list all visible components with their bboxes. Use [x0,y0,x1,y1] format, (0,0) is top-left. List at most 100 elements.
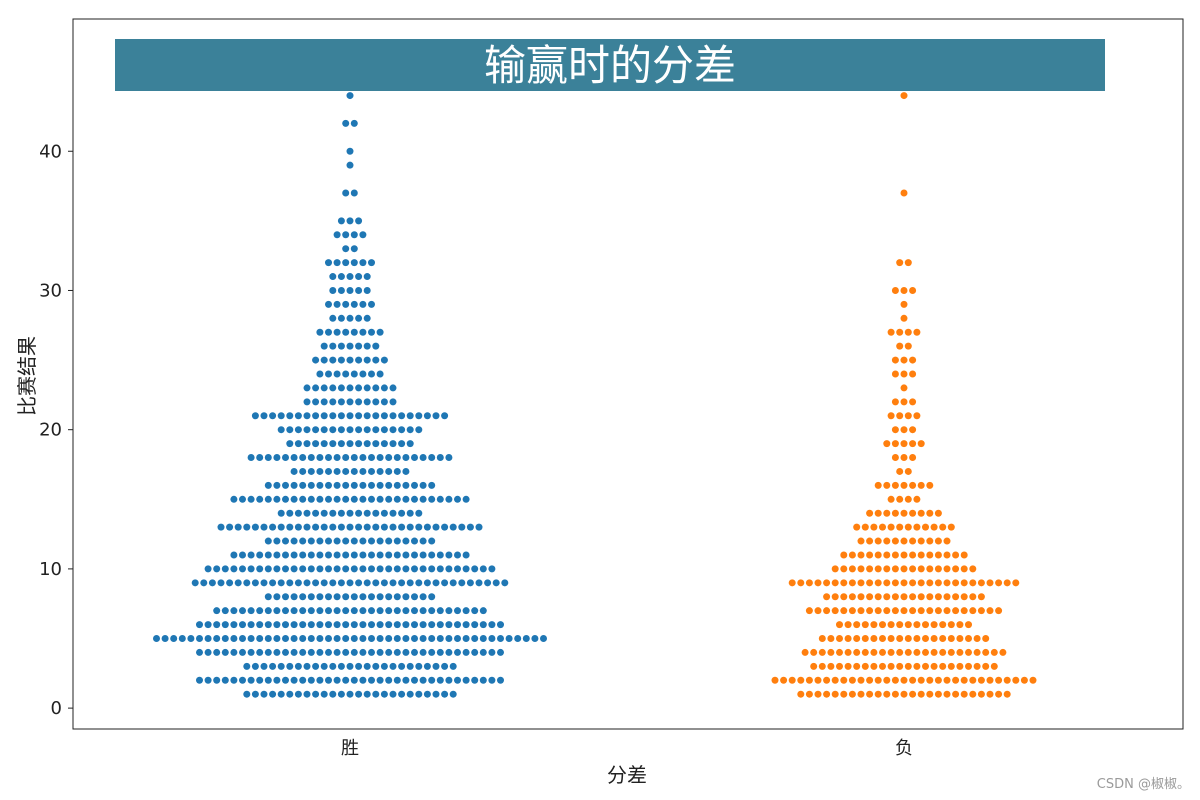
swarm-point [896,342,904,350]
swarm-point [307,621,315,629]
swarm-point [325,370,332,378]
swarm-point [389,690,397,698]
swarm-point [891,356,899,364]
swarm-point [896,662,904,670]
swarm-point [342,537,350,545]
swarm-point [312,384,320,392]
swarm-point [376,495,384,503]
swarm-point [312,579,320,587]
swarm-point [333,481,341,489]
chart-title: 输赢时的分差 [484,41,736,90]
swarm-point [230,495,238,503]
swarm-point [333,607,341,615]
swarm-point [342,607,350,615]
swarm-point [488,676,496,684]
swarm-point [887,495,895,503]
swarm-point [264,454,272,462]
swarm-point [471,607,479,615]
swarm-point [282,481,289,489]
swarm-point [226,523,234,531]
swarm-point [320,579,328,587]
swarm-point [325,537,332,545]
swarm-point [290,454,298,462]
swarm-point [376,370,384,378]
swarm-point [415,426,423,434]
swarm-point [303,690,311,698]
swarm-point [333,495,341,503]
swarm-point [909,440,917,448]
swarm-point [376,328,384,336]
swarm-point [368,635,375,643]
swarm-point [917,607,925,615]
swarm-point [380,690,388,698]
swarm-point [196,676,203,684]
swarm-point [239,676,246,684]
swarm-point [359,481,367,489]
swarm-point [445,648,453,656]
swarm-point [879,662,886,670]
swarm-point [965,662,972,670]
swarm-point [359,621,367,629]
swarm-point [887,635,895,643]
swarm-point [471,648,479,656]
swarm-point [788,579,796,587]
watermark: CSDN @椒椒。 [1096,777,1190,792]
swarm-point [350,676,358,684]
swarm-point [943,551,951,559]
swarm-point [269,579,277,587]
swarm-point [385,495,393,503]
swarm-point [432,523,440,531]
swarm-point [277,579,285,587]
swarm-point [385,481,393,489]
swarm-point [290,537,298,545]
swarm-point [376,551,384,559]
swarm-point [251,690,259,698]
swarm-point [350,495,358,503]
swarm-point [282,593,289,601]
swarm-point [909,690,917,698]
swarm-point [866,537,874,545]
swarm-point [419,648,427,656]
swarm-point [887,523,895,531]
swarm-point [848,690,856,698]
swarm-point [316,676,324,684]
swarm-point [423,579,431,587]
swarm-point [411,648,418,656]
swarm-point [342,593,350,601]
swarm-point [479,607,487,615]
swarm-point [449,523,457,531]
swarm-point [883,690,891,698]
swarm-point [411,537,418,545]
swarm-point [307,648,315,656]
swarm-point [977,676,985,684]
swarm-point [874,593,882,601]
swarm-point [359,300,367,308]
swarm-point [479,565,487,573]
swarm-point [419,621,427,629]
swarm-point [329,426,337,434]
swarm-point [445,565,453,573]
swarm-point [312,662,320,670]
swarm-point [1003,676,1011,684]
swarm-point [264,621,272,629]
swarm-point [359,565,367,573]
swarm-point [883,676,891,684]
swarm-point [385,648,393,656]
swarm-point [930,635,938,643]
swarm-point [290,565,298,573]
swarm-point [363,342,371,350]
swarm-point [355,412,363,420]
swarm-point [883,607,891,615]
swarm-point [909,509,917,517]
swarm-point [277,523,285,531]
swarm-point [462,648,470,656]
swarm-point [952,607,960,615]
swarm-point [355,384,363,392]
swarm-point [303,426,311,434]
swarm-point [840,579,848,587]
swarm-point [900,314,908,322]
swarm-point [282,635,289,643]
swarm-point [428,607,436,615]
swarm-point [303,412,311,420]
swarm-point [273,565,281,573]
